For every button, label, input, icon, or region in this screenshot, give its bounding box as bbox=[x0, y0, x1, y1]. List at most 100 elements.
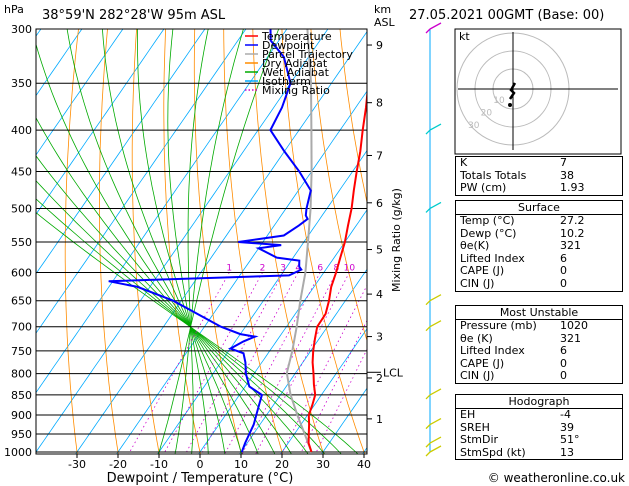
mixing-ratio-line bbox=[281, 284, 367, 454]
wet-adiabat-line bbox=[36, 198, 342, 454]
index-value: 0 bbox=[560, 264, 567, 278]
mixing-ratio-line bbox=[185, 272, 284, 454]
hodo-row: SREH 39 bbox=[456, 420, 622, 435]
dry-adiabat-line bbox=[64, 29, 79, 454]
wet-adiabat-line bbox=[174, 29, 244, 454]
index-label: Lifted Index bbox=[460, 344, 525, 358]
index-label: θe (K) bbox=[460, 331, 493, 345]
legend-label: Temperature bbox=[261, 30, 332, 43]
wind-barbs bbox=[425, 22, 442, 457]
wet-adiabat-line bbox=[36, 212, 359, 454]
index-value: 1020 bbox=[560, 319, 588, 332]
mixing-ratio-line bbox=[224, 272, 321, 454]
surface-title: Surface bbox=[518, 201, 560, 214]
km-tick-label: 2 bbox=[376, 372, 383, 385]
km-tick-label: 9 bbox=[376, 39, 383, 52]
series-temperature bbox=[307, 87, 367, 453]
mixing-ratio-line bbox=[163, 272, 263, 454]
wet-adiabat-line bbox=[157, 29, 280, 454]
km-tick-label: 8 bbox=[376, 97, 383, 110]
index-label: Dewp (°C) bbox=[460, 226, 517, 240]
mixing-ratio-tick-label: 1 bbox=[226, 264, 232, 274]
hodograph-trace bbox=[508, 82, 517, 100]
background-lines: 1 2 3 4 6 8 10 15 20 25 bbox=[36, 29, 367, 454]
index-label: Lifted Index bbox=[460, 251, 525, 265]
mixing-ratio-axis-title: Mixing Ratio (g/kg) bbox=[390, 188, 403, 292]
x-tick-label: 30 bbox=[316, 458, 330, 471]
mixing-ratio-tick-label: 4 bbox=[295, 264, 301, 274]
dry-adiabat-line bbox=[131, 29, 160, 454]
dry-adiabat-line bbox=[252, 29, 325, 454]
pressure-tick-label: 700 bbox=[11, 321, 32, 334]
isotherm-line bbox=[36, 29, 206, 275]
index-value: 13 bbox=[560, 445, 574, 459]
mixing-ratio-tick-label: 2 bbox=[260, 264, 266, 274]
pressure-tick-label: 750 bbox=[11, 345, 32, 358]
wind-barb bbox=[425, 445, 442, 457]
plot-frame bbox=[35, 28, 368, 455]
index-label: StmSpd (kt) bbox=[460, 445, 526, 459]
index-value: 38 bbox=[560, 168, 574, 182]
index-value: 0 bbox=[560, 276, 567, 290]
hodograph-indices-box: Hodograph EH -4 SREH 39 StmDir 51° StmSpd (… bbox=[455, 394, 623, 461]
isotherm-line bbox=[36, 29, 165, 215]
datetime-label: 27.05.2021 00GMT (Base: 00) bbox=[409, 8, 604, 23]
index-value: 0 bbox=[560, 369, 567, 383]
surface-row: Temp (°C) 27.2 bbox=[456, 214, 622, 228]
mu-row: Lifted Index 6 bbox=[456, 345, 622, 358]
legend-label: Isotherm bbox=[262, 75, 311, 88]
index-label: Pressure (mb) bbox=[460, 319, 537, 332]
surface-row: θe(K) 321 bbox=[456, 240, 622, 253]
series-dewpoint bbox=[108, 29, 312, 453]
isotherm-line bbox=[198, 209, 367, 454]
index-value: 51° bbox=[560, 433, 580, 447]
dry-adiabat-line bbox=[163, 29, 201, 454]
profile-traces bbox=[108, 29, 367, 453]
wind-barb bbox=[425, 418, 442, 430]
hodograph-ring-label: 20 bbox=[481, 109, 493, 119]
hodo-row: StmDir 51° bbox=[456, 434, 622, 447]
wet-adiabat-line bbox=[36, 180, 326, 454]
hodograph-storm-motion bbox=[508, 103, 512, 107]
pressure-tick-label: 400 bbox=[11, 124, 32, 137]
dry-adiabat-line bbox=[193, 29, 242, 454]
index-label: CAPE (J) bbox=[460, 264, 505, 278]
x-tick-label: 0 bbox=[197, 458, 204, 471]
mixing-ratio-tick-label: 3 bbox=[280, 264, 286, 274]
index-label: Temp (°C) bbox=[460, 214, 515, 227]
mixing-ratio-line bbox=[255, 272, 350, 454]
mixing-ratio-line bbox=[314, 348, 367, 454]
hodograph-unit-label: kt bbox=[459, 30, 470, 43]
dry-adiabat-line bbox=[281, 29, 366, 454]
x-tick-label: 40 bbox=[357, 458, 371, 471]
isotherm-line bbox=[36, 29, 288, 394]
index-label: SREH bbox=[460, 420, 490, 434]
legend-label: Mixing Ratio bbox=[262, 84, 330, 97]
wet-adiabat-line bbox=[36, 117, 292, 454]
index-label: K bbox=[460, 156, 468, 169]
isotherm-line bbox=[36, 29, 124, 156]
pressure-tick-label: 550 bbox=[11, 236, 32, 249]
surface-box: Surface Temp (°C) 27.2 Dewp (°C) 10.2 θe(K… bbox=[455, 200, 623, 292]
asl-unit-label: ASL bbox=[374, 16, 396, 29]
index-label: CIN (J) bbox=[460, 276, 495, 290]
pressure-tick-label: 450 bbox=[11, 166, 32, 179]
hodo-row: StmSpd (kt) 13 bbox=[456, 445, 622, 460]
index-value: 0 bbox=[560, 356, 567, 370]
index-label: Totals Totals bbox=[460, 168, 527, 182]
mixing-ratio-tick-label: 10 bbox=[344, 264, 356, 274]
wind-barb bbox=[425, 201, 442, 213]
index-value: 321 bbox=[560, 331, 581, 345]
index-value: -4 bbox=[560, 408, 571, 421]
lcl-label: LCL bbox=[383, 366, 404, 379]
mu-row: Pressure (mb) 1020 bbox=[456, 319, 622, 333]
isotherm-line bbox=[36, 29, 42, 37]
index-value: 7 bbox=[560, 156, 567, 169]
hpa-unit-label: hPa bbox=[4, 3, 24, 16]
wind-barb bbox=[425, 123, 442, 135]
x-tick-label: -30 bbox=[68, 458, 86, 471]
pressure-tick-label: 950 bbox=[11, 428, 32, 441]
